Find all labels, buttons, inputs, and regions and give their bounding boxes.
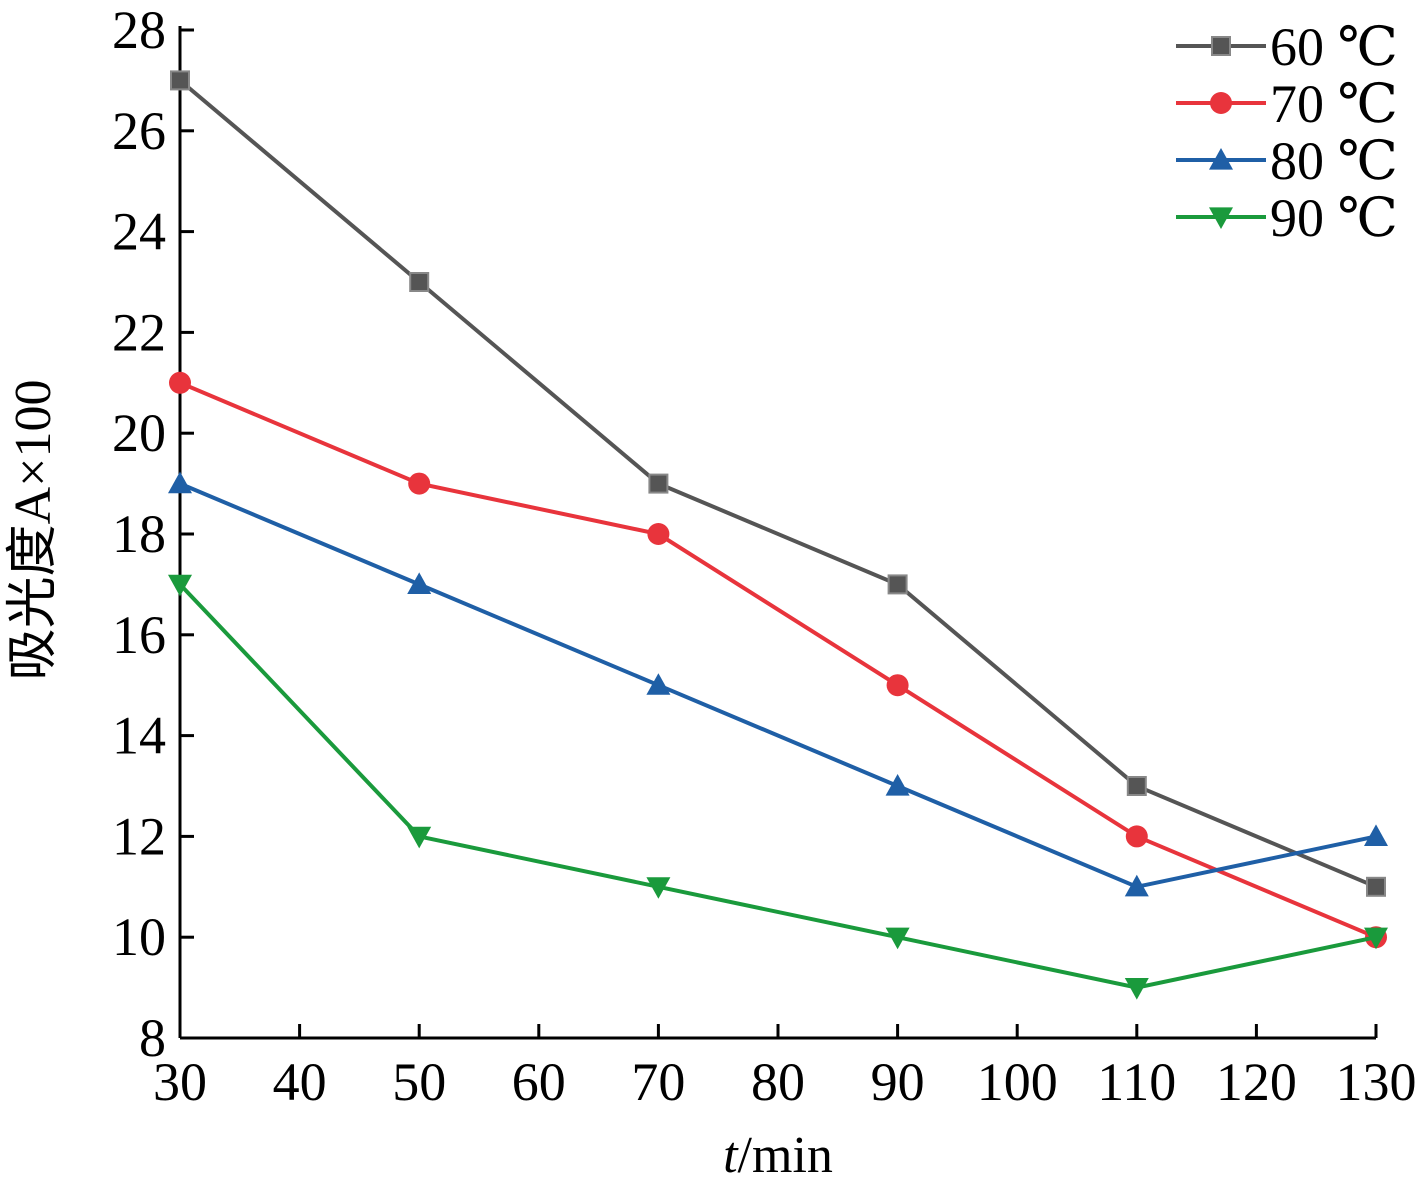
series-line — [179, 380, 1377, 940]
data-point — [646, 673, 671, 695]
series-1 — [170, 70, 1386, 897]
y-tick-label: 8 — [139, 1008, 166, 1068]
y-axis-title: 吸光度A×100 — [5, 380, 62, 681]
legend: 60 ℃70 ℃80 ℃90 ℃ — [1176, 17, 1398, 248]
x-tick-label: 50 — [392, 1052, 446, 1112]
data-point — [168, 471, 192, 494]
y-tick-label: 18 — [112, 504, 166, 564]
data-point — [1364, 927, 1388, 950]
data-point — [1366, 876, 1386, 897]
legend-label: 80 ℃ — [1270, 131, 1398, 191]
x-tick-label: 40 — [273, 1052, 327, 1112]
legend-label: 60 ℃ — [1270, 17, 1398, 77]
y-tick-label: 22 — [112, 302, 166, 362]
data-point — [1124, 978, 1149, 1000]
data-point — [170, 70, 190, 91]
x-tick-label: 70 — [631, 1052, 685, 1112]
y-tick-label: 16 — [112, 605, 166, 665]
data-point — [168, 574, 192, 597]
x-axis-title-unit: /min — [738, 1127, 833, 1181]
x-axis-title: t/min — [723, 1127, 833, 1181]
data-point — [647, 523, 670, 545]
data-point — [885, 774, 910, 796]
y-tick-label: 20 — [112, 403, 166, 463]
data-point — [1125, 825, 1148, 848]
data-point — [407, 826, 432, 849]
y-tick-label: 26 — [112, 101, 166, 161]
series-4 — [168, 574, 1388, 1000]
axes: 8 10 12 14 16 18 20 22 24 26 28 30 40 50 60 70 80 90 100 11… — [112, 0, 1417, 1112]
x-tick-label: 60 — [512, 1052, 566, 1112]
legend-item: 60 ℃ — [1176, 17, 1398, 77]
legend-item: 70 ℃ — [1176, 74, 1398, 134]
y-tick-label: 28 — [112, 0, 166, 60]
data-point — [886, 674, 909, 697]
legend-label: 90 ℃ — [1270, 188, 1398, 248]
data-point — [648, 473, 669, 494]
data-point — [407, 572, 432, 594]
legend-marker — [1209, 207, 1233, 229]
series-line — [178, 583, 1377, 990]
series-line — [179, 481, 1377, 889]
legend-marker — [1211, 36, 1231, 56]
legend-label: 70 ℃ — [1270, 74, 1398, 134]
data-point — [408, 472, 431, 495]
series-3 — [168, 471, 1388, 897]
y-tick-label: 24 — [112, 202, 166, 262]
x-tick-label: 100 — [977, 1052, 1058, 1112]
y-tick-label: 10 — [112, 907, 166, 967]
legend-item: 80 ℃ — [1176, 131, 1398, 191]
data-point — [169, 371, 191, 394]
data-point — [1126, 776, 1147, 796]
data-point — [409, 272, 430, 292]
data-point — [885, 927, 910, 950]
x-tick-label: 130 — [1336, 1052, 1417, 1112]
series-2 — [169, 371, 1387, 949]
data-point — [1364, 824, 1388, 846]
legend-marker — [1210, 92, 1232, 114]
legend-item: 90 ℃ — [1176, 188, 1398, 248]
x-tick-label: 90 — [871, 1052, 925, 1112]
x-axis-title-variable: t — [723, 1127, 739, 1181]
x-tick-label: 120 — [1216, 1052, 1297, 1112]
x-tick-label: 110 — [1097, 1052, 1176, 1112]
legend-marker — [1209, 148, 1233, 170]
x-tick-label: 30 — [153, 1052, 207, 1112]
data-point — [1124, 874, 1149, 897]
series-line — [178, 78, 1377, 889]
x-tick-label: 80 — [751, 1052, 805, 1112]
y-tick-label: 12 — [112, 806, 166, 866]
y-tick-label: 14 — [112, 706, 166, 766]
data-point — [646, 877, 671, 899]
data-point — [887, 574, 908, 595]
series-layer — [168, 70, 1388, 1000]
